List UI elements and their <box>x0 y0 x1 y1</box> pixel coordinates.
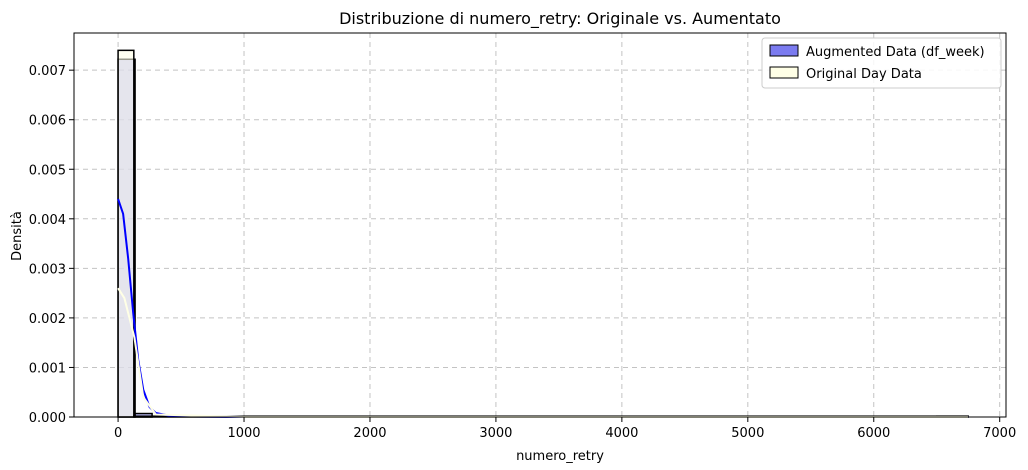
y-axis-label: Densità <box>10 211 25 261</box>
x-tick-label: 5000 <box>731 426 764 441</box>
legend-box <box>761 37 1002 89</box>
y-tick-label: 0.000 <box>29 411 66 426</box>
y-tick-label: 0.005 <box>29 163 66 178</box>
chart-title: Distribuzione di numero_retry: Originale… <box>339 9 781 29</box>
y-tick-label: 0.002 <box>29 312 66 327</box>
legend-swatch <box>769 44 799 57</box>
histogram-bars <box>117 49 969 418</box>
kde-curve <box>117 287 969 418</box>
legend-swatch <box>769 66 799 79</box>
y-tick-label: 0.006 <box>29 114 66 129</box>
x-tick-label: 1000 <box>227 426 260 441</box>
x-tick-label: 3000 <box>479 426 512 441</box>
x-tick-label: 7000 <box>983 426 1016 441</box>
x-tick-label: 0 <box>114 426 122 441</box>
y-tick-label: 0.004 <box>29 213 66 228</box>
y-tick-label: 0.003 <box>29 262 66 277</box>
x-tick-label: 6000 <box>857 426 890 441</box>
legend-label: Original Day Data <box>806 67 922 82</box>
y-tick-label: 0.007 <box>29 64 66 79</box>
y-tick-label: 0.001 <box>29 361 66 376</box>
x-axis-label: numero_retry <box>516 449 604 464</box>
kde-curves <box>117 198 969 418</box>
x-tick-label: 4000 <box>605 426 638 441</box>
legend-label: Augmented Data (df_week) <box>806 45 985 60</box>
plot-frame <box>73 32 1007 418</box>
grid-lines <box>74 33 1006 418</box>
x-tick-label: 2000 <box>353 426 386 441</box>
kde-curve <box>117 198 969 418</box>
legend: Augmented Data (df_week) Original Day Dat… <box>761 37 1002 89</box>
axes: 0 1000 2000 3000 4000 5000 6000 7000 0.000 0.001 0… <box>29 32 1016 441</box>
